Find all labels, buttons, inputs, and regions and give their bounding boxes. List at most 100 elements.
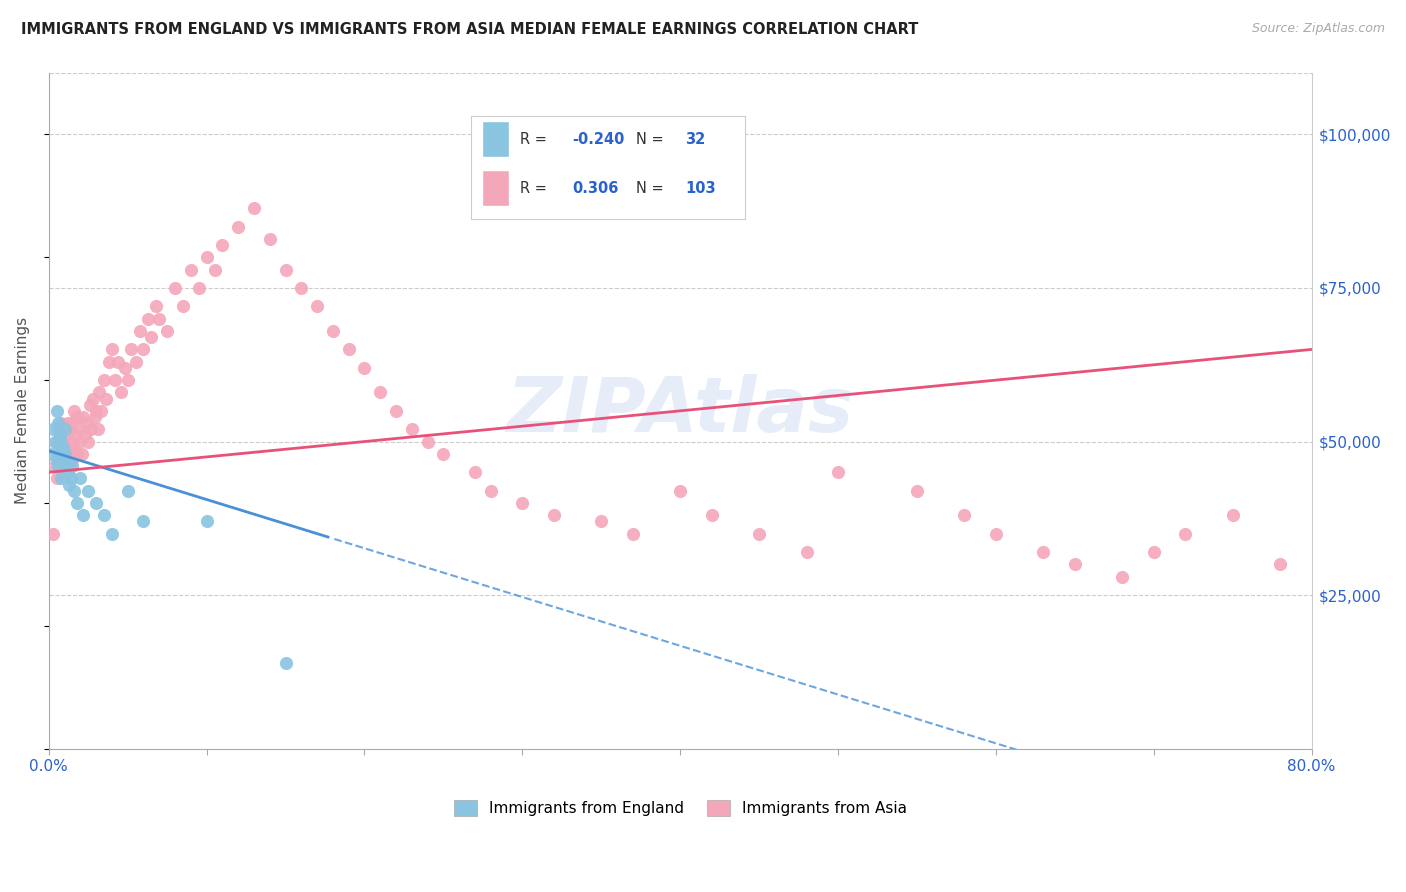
Point	[1222, 508, 1244, 523]
Point	[49, 428, 72, 442]
Point	[58, 447, 80, 461]
Point	[101, 343, 124, 357]
Point	[543, 508, 565, 523]
Point	[66, 496, 89, 510]
Point	[73, 428, 96, 442]
Point	[195, 515, 218, 529]
Text: 32: 32	[685, 131, 706, 146]
Point	[93, 508, 115, 523]
Point	[148, 311, 170, 326]
Point	[172, 300, 194, 314]
Point	[512, 496, 534, 510]
Text: R =: R =	[520, 131, 553, 146]
Point	[700, 508, 723, 523]
Point	[51, 471, 73, 485]
Point	[621, 526, 644, 541]
Legend: Immigrants from England, Immigrants from Asia: Immigrants from England, Immigrants from…	[447, 794, 912, 822]
Point	[53, 422, 76, 436]
Point	[66, 409, 89, 424]
Point	[41, 447, 63, 461]
Point	[1111, 570, 1133, 584]
Point	[51, 434, 73, 449]
Point	[107, 354, 129, 368]
Point	[104, 373, 127, 387]
Point	[129, 324, 152, 338]
Point	[827, 465, 849, 479]
Point	[67, 434, 90, 449]
Point	[44, 434, 66, 449]
Point	[796, 545, 818, 559]
Point	[79, 398, 101, 412]
Point	[984, 526, 1007, 541]
Point	[51, 416, 73, 430]
Point	[322, 324, 344, 338]
Point	[56, 441, 79, 455]
Point	[274, 262, 297, 277]
Point	[1268, 558, 1291, 572]
Point	[77, 483, 100, 498]
Point	[82, 392, 104, 406]
Point	[259, 232, 281, 246]
Point	[63, 441, 86, 455]
Point	[353, 360, 375, 375]
Point	[905, 483, 928, 498]
Point	[46, 416, 69, 430]
Point	[62, 416, 84, 430]
Point	[385, 404, 408, 418]
Point	[117, 373, 139, 387]
Point	[669, 483, 692, 498]
Point	[145, 300, 167, 314]
Text: ZIPAtlas: ZIPAtlas	[506, 374, 853, 448]
Point	[62, 459, 84, 474]
Point	[55, 453, 77, 467]
Point	[45, 404, 67, 418]
Point	[180, 262, 202, 277]
Point	[69, 422, 91, 436]
Point	[117, 483, 139, 498]
Point	[58, 422, 80, 436]
Point	[136, 311, 159, 326]
Point	[58, 477, 80, 491]
Point	[211, 238, 233, 252]
Point	[120, 343, 142, 357]
Point	[42, 526, 65, 541]
Text: 0.306: 0.306	[572, 181, 619, 195]
Point	[55, 428, 77, 442]
Point	[226, 219, 249, 234]
Point	[49, 428, 72, 442]
Point	[204, 262, 226, 277]
Point	[62, 453, 84, 467]
Point	[132, 515, 155, 529]
Point	[70, 447, 93, 461]
Point	[53, 447, 76, 461]
Point	[416, 434, 439, 449]
Point	[59, 434, 82, 449]
Point	[72, 409, 94, 424]
Point	[114, 360, 136, 375]
Point	[46, 459, 69, 474]
Text: 103: 103	[685, 181, 716, 195]
Point	[337, 343, 360, 357]
Point	[401, 422, 423, 436]
Point	[49, 453, 72, 467]
Point	[84, 404, 107, 418]
Point	[290, 281, 312, 295]
Y-axis label: Median Female Earnings: Median Female Earnings	[15, 318, 30, 504]
Point	[52, 434, 75, 449]
Bar	[482, 170, 509, 206]
Point	[101, 526, 124, 541]
Point	[1143, 545, 1166, 559]
Point	[124, 354, 146, 368]
Point	[1174, 526, 1197, 541]
Point	[46, 447, 69, 461]
Point	[52, 459, 75, 474]
Point	[77, 434, 100, 449]
Point	[42, 422, 65, 436]
Text: IMMIGRANTS FROM ENGLAND VS IMMIGRANTS FROM ASIA MEDIAN FEMALE EARNINGS CORRELATI: IMMIGRANTS FROM ENGLAND VS IMMIGRANTS FR…	[21, 22, 918, 37]
Point	[89, 385, 111, 400]
Point	[56, 465, 79, 479]
Point	[195, 250, 218, 264]
Point	[63, 404, 86, 418]
Point	[66, 447, 89, 461]
Text: N =: N =	[636, 131, 668, 146]
